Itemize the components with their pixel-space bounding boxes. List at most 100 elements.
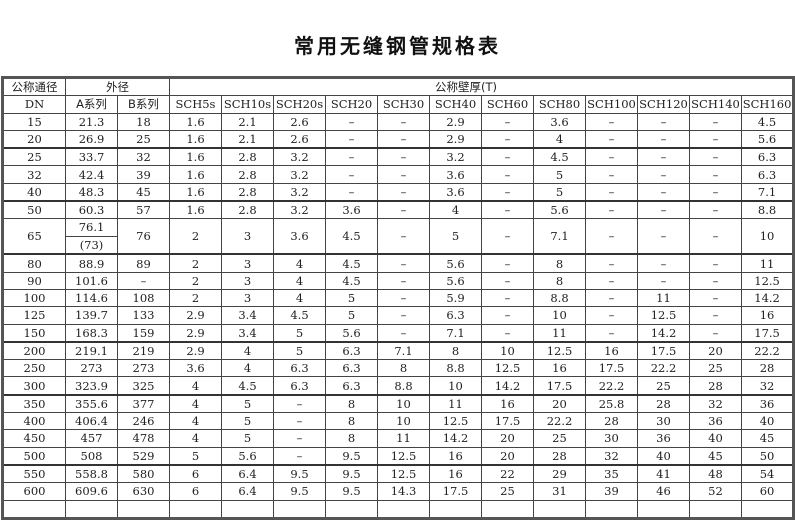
cell-thickness: – <box>377 182 430 202</box>
cell-thickness: – <box>689 218 742 255</box>
cell-thickness: 2 <box>169 253 222 273</box>
cell-thickness: – <box>377 165 430 184</box>
cell-thickness: – <box>273 412 326 431</box>
table-row: 150 168.3 159 2.9 3.4 5 5.6–7.1–11–14.2–17.5 <box>2 323 795 343</box>
cell-thickness: 5 <box>325 306 378 325</box>
cell-thickness: 3.4 <box>221 306 274 325</box>
table-row: 450 457 478 4 5–8 11 14.2 20 25 30 36 40 45 <box>2 429 795 448</box>
cell-thickness: – <box>377 288 430 308</box>
cell-thickness: – <box>689 288 742 308</box>
cell-thickness: – <box>481 323 534 343</box>
cell-thickness: – <box>377 147 430 167</box>
cell-thickness: – <box>637 129 690 149</box>
table-row: 15 21.3 18 1.6 2.1 2.6– –2.9–3.6– – –4.5 <box>2 112 795 131</box>
cell-thickness: 11 <box>377 429 430 448</box>
cell-thickness: 8.8 <box>377 376 430 396</box>
cell-thickness: 32 <box>585 446 638 466</box>
cell-dn: 32 <box>2 165 66 184</box>
cell-thickness: – <box>585 323 638 343</box>
cell-dn: 250 <box>2 359 66 378</box>
cell-series-b <box>117 499 170 519</box>
header-schedule: SCH100 <box>585 95 638 114</box>
header-schedule: SCH60 <box>481 95 534 114</box>
cell-thickness: 35 <box>585 463 638 484</box>
table-row: 350 355.6 377 4 5–8 10 11 16 20 25.8 28 32 36 <box>2 393 795 414</box>
cell-thickness: – <box>273 393 326 414</box>
cell-thickness: 40 <box>740 412 795 431</box>
cell-thickness: 46 <box>637 482 690 501</box>
cell-thickness: 2.9 <box>429 112 482 131</box>
cell-thickness: – <box>689 306 742 325</box>
cell-thickness: – <box>637 253 690 273</box>
cell-thickness: 3.6 <box>273 218 326 255</box>
header-wall-thickness: 公称壁厚(T) <box>168 76 795 97</box>
cell-thickness: – <box>325 182 378 202</box>
cell-thickness: 16 <box>429 446 482 466</box>
cell-thickness: 45 <box>689 446 742 466</box>
cell-thickness: 3 <box>221 253 274 273</box>
cell-thickness: 8 <box>325 429 378 448</box>
cell-thickness: 11 <box>533 323 586 343</box>
header-series-b: B系列 <box>117 95 170 114</box>
cell-thickness: 14.2 <box>740 288 795 308</box>
cell-series-a: 114.6 <box>65 288 118 308</box>
cell-dn: 300 <box>2 376 66 396</box>
cell-thickness: – <box>481 129 534 149</box>
cell-series-a-value: 76.1 <box>66 219 117 237</box>
cell-series-b: 325 <box>117 376 170 396</box>
cell-thickness: 2.6 <box>273 112 326 131</box>
cell-series-b: 529 <box>117 446 170 466</box>
cell-thickness: 5 <box>533 182 586 202</box>
cell-thickness: – <box>689 271 742 290</box>
cell-thickness: 48 <box>689 463 742 484</box>
cell-thickness: – <box>585 147 638 167</box>
table-row: 400 406.4 246 4 5–8 10 12.5 17.5 22.2 28 30 36 40 <box>2 412 795 431</box>
cell-thickness: 5.6 <box>221 446 274 466</box>
cell-thickness: – <box>637 182 690 202</box>
cell-thickness: 40 <box>689 429 742 448</box>
cell-thickness: 22.2 <box>533 412 586 431</box>
cell-series-b: 580 <box>117 463 170 484</box>
cell-thickness: 10 <box>740 218 795 255</box>
cell-thickness: 22.2 <box>637 359 690 378</box>
cell-thickness: – <box>637 200 690 220</box>
header-schedule: SCH10s <box>221 95 274 114</box>
cell-thickness: 25 <box>637 376 690 396</box>
table-row: 50 60.3 57 1.6 2.8 3.2 3.6–4–5.6– – –8.8 <box>2 200 795 220</box>
cell-thickness: 12.5 <box>481 359 534 378</box>
cell-thickness: 1.6 <box>169 165 222 184</box>
header-schedule: SCH5s <box>169 95 222 114</box>
cell-thickness: – <box>325 129 378 149</box>
cell-thickness: 5 <box>273 340 326 361</box>
cell-series-a: 48.3 <box>65 182 118 202</box>
cell-thickness: – <box>585 200 638 220</box>
cell-dn: 450 <box>2 429 66 448</box>
cell-thickness: 3.2 <box>273 147 326 167</box>
cell-thickness: 12.5 <box>637 306 690 325</box>
cell-thickness: – <box>325 147 378 167</box>
cell-thickness: 4 <box>533 129 586 149</box>
cell-thickness: 5.6 <box>429 271 482 290</box>
cell-series-b: 18 <box>117 112 170 131</box>
cell-thickness <box>221 499 274 519</box>
cell-thickness: 8 <box>429 340 482 361</box>
cell-thickness: 17.5 <box>740 323 795 343</box>
cell-thickness: 5.6 <box>325 323 378 343</box>
cell-thickness: 9.5 <box>325 482 378 501</box>
cell-thickness <box>273 499 326 519</box>
cell-thickness: 6 <box>169 482 222 501</box>
cell-thickness: 5 <box>221 412 274 431</box>
cell-thickness: 30 <box>585 429 638 448</box>
cell-thickness: 3.6 <box>429 182 482 202</box>
cell-thickness <box>585 499 638 519</box>
header-row-1: 公称通径 外径 公称壁厚(T) <box>2 76 795 97</box>
cell-series-a: 457 <box>65 429 118 448</box>
cell-thickness: 4 <box>429 200 482 220</box>
cell-dn: 350 <box>2 393 66 414</box>
cell-thickness: 7.1 <box>533 218 586 255</box>
cell-thickness: – <box>481 253 534 273</box>
cell-thickness: 7.1 <box>429 323 482 343</box>
cell-thickness: 28 <box>740 359 795 378</box>
cell-thickness: 28 <box>637 393 690 414</box>
header-schedule: SCH160 <box>740 95 795 114</box>
